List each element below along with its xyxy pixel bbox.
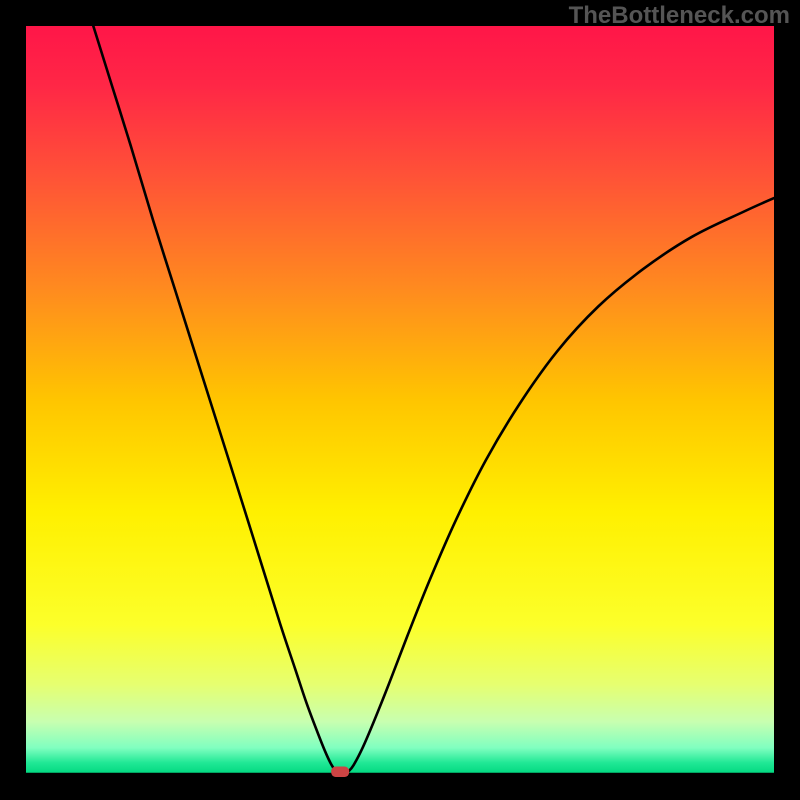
bottleneck-chart: TheBottleneck.com [0, 0, 800, 800]
chart-svg [0, 0, 800, 800]
watermark-text: TheBottleneck.com [569, 2, 790, 30]
optimum-marker [331, 767, 349, 777]
chart-background [26, 26, 774, 774]
